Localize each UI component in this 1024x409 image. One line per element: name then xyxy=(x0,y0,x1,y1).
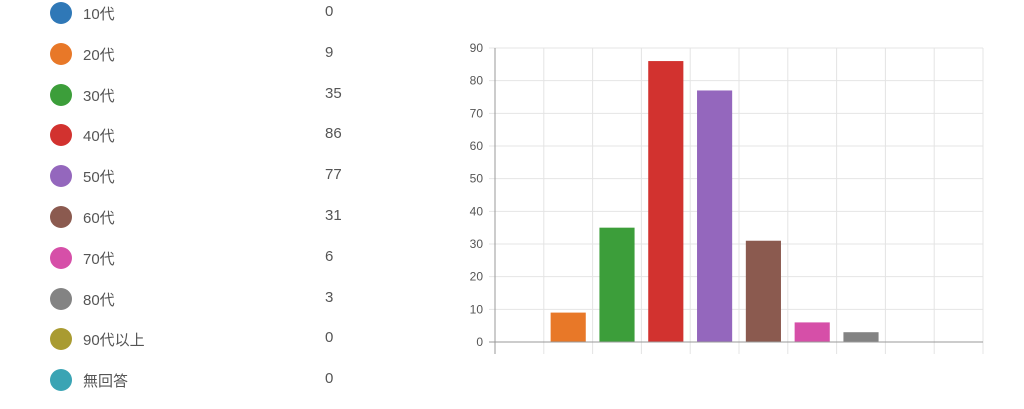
legend-label: 無回答 xyxy=(83,373,129,391)
legend-swatch xyxy=(50,206,72,228)
legend-swatch xyxy=(50,2,72,24)
legend-swatch xyxy=(50,42,72,65)
legend-item: 80代 3 xyxy=(50,286,370,310)
legend-label: 10代 xyxy=(83,6,115,23)
legend-value: 3 xyxy=(325,288,334,306)
legend-value: 9 xyxy=(325,43,334,61)
legend-swatch xyxy=(50,246,72,269)
legend-label: 40代 xyxy=(83,128,115,146)
bar xyxy=(550,312,586,342)
legend-value: 31 xyxy=(325,207,342,224)
legend-value: 77 xyxy=(325,166,342,184)
legend-item: 40代 86 xyxy=(50,122,370,147)
bar xyxy=(599,227,635,342)
legend-label: 90代以上 xyxy=(83,332,145,350)
legend-swatch xyxy=(50,124,72,147)
y-tick-label: 20 xyxy=(470,270,484,284)
legend-swatch xyxy=(50,287,72,310)
legend-item: 無回答 0 xyxy=(50,367,370,392)
y-tick-label: 30 xyxy=(470,237,484,251)
legend-swatch xyxy=(50,165,72,188)
legend-label: 70代 xyxy=(83,250,115,268)
legend-item: 50代 77 xyxy=(50,163,370,188)
y-tick-label: 80 xyxy=(470,74,484,88)
legend-value: 0 xyxy=(325,3,334,20)
legend-label: 60代 xyxy=(83,210,115,227)
legend-value: 0 xyxy=(325,370,334,388)
y-axis-ticks: 0 10 20 30 40 50 60 70 80 90 xyxy=(470,41,484,349)
y-tick-label: 90 xyxy=(470,41,484,55)
legend-value: 0 xyxy=(325,329,334,347)
legend-swatch xyxy=(50,369,72,392)
bar xyxy=(697,90,733,342)
y-tick-label: 60 xyxy=(470,139,484,153)
bar xyxy=(648,61,684,343)
legend-label: 30代 xyxy=(83,87,115,105)
bar xyxy=(843,332,879,342)
y-tick-label: 10 xyxy=(470,302,484,316)
legend-swatch xyxy=(50,83,72,106)
legend-swatch xyxy=(50,328,72,351)
legend-item: 70代 6 xyxy=(50,245,370,269)
legend-item: 10代 0 xyxy=(50,0,370,24)
bar xyxy=(794,322,830,342)
legend-label: 50代 xyxy=(83,169,115,187)
legend-item: 60代 31 xyxy=(50,204,370,228)
bar xyxy=(745,240,781,342)
y-tick-label: 40 xyxy=(470,204,484,218)
y-tick-label: 70 xyxy=(470,106,484,120)
legend-item: 30代 35 xyxy=(50,82,370,106)
legend-value: 86 xyxy=(325,125,342,143)
legend-value: 6 xyxy=(325,247,334,265)
legend-item: 90代以上 0 xyxy=(50,326,370,351)
chart-axes xyxy=(489,48,983,354)
y-tick-label: 50 xyxy=(470,172,484,186)
legend-label: 20代 xyxy=(83,46,115,64)
legend-label: 80代 xyxy=(83,291,115,309)
legend-value: 35 xyxy=(325,84,342,102)
y-tick-label: 0 xyxy=(476,335,483,349)
legend-item: 20代 9 xyxy=(50,41,370,65)
chart-grid xyxy=(489,47,984,354)
chart-bars xyxy=(550,61,879,343)
